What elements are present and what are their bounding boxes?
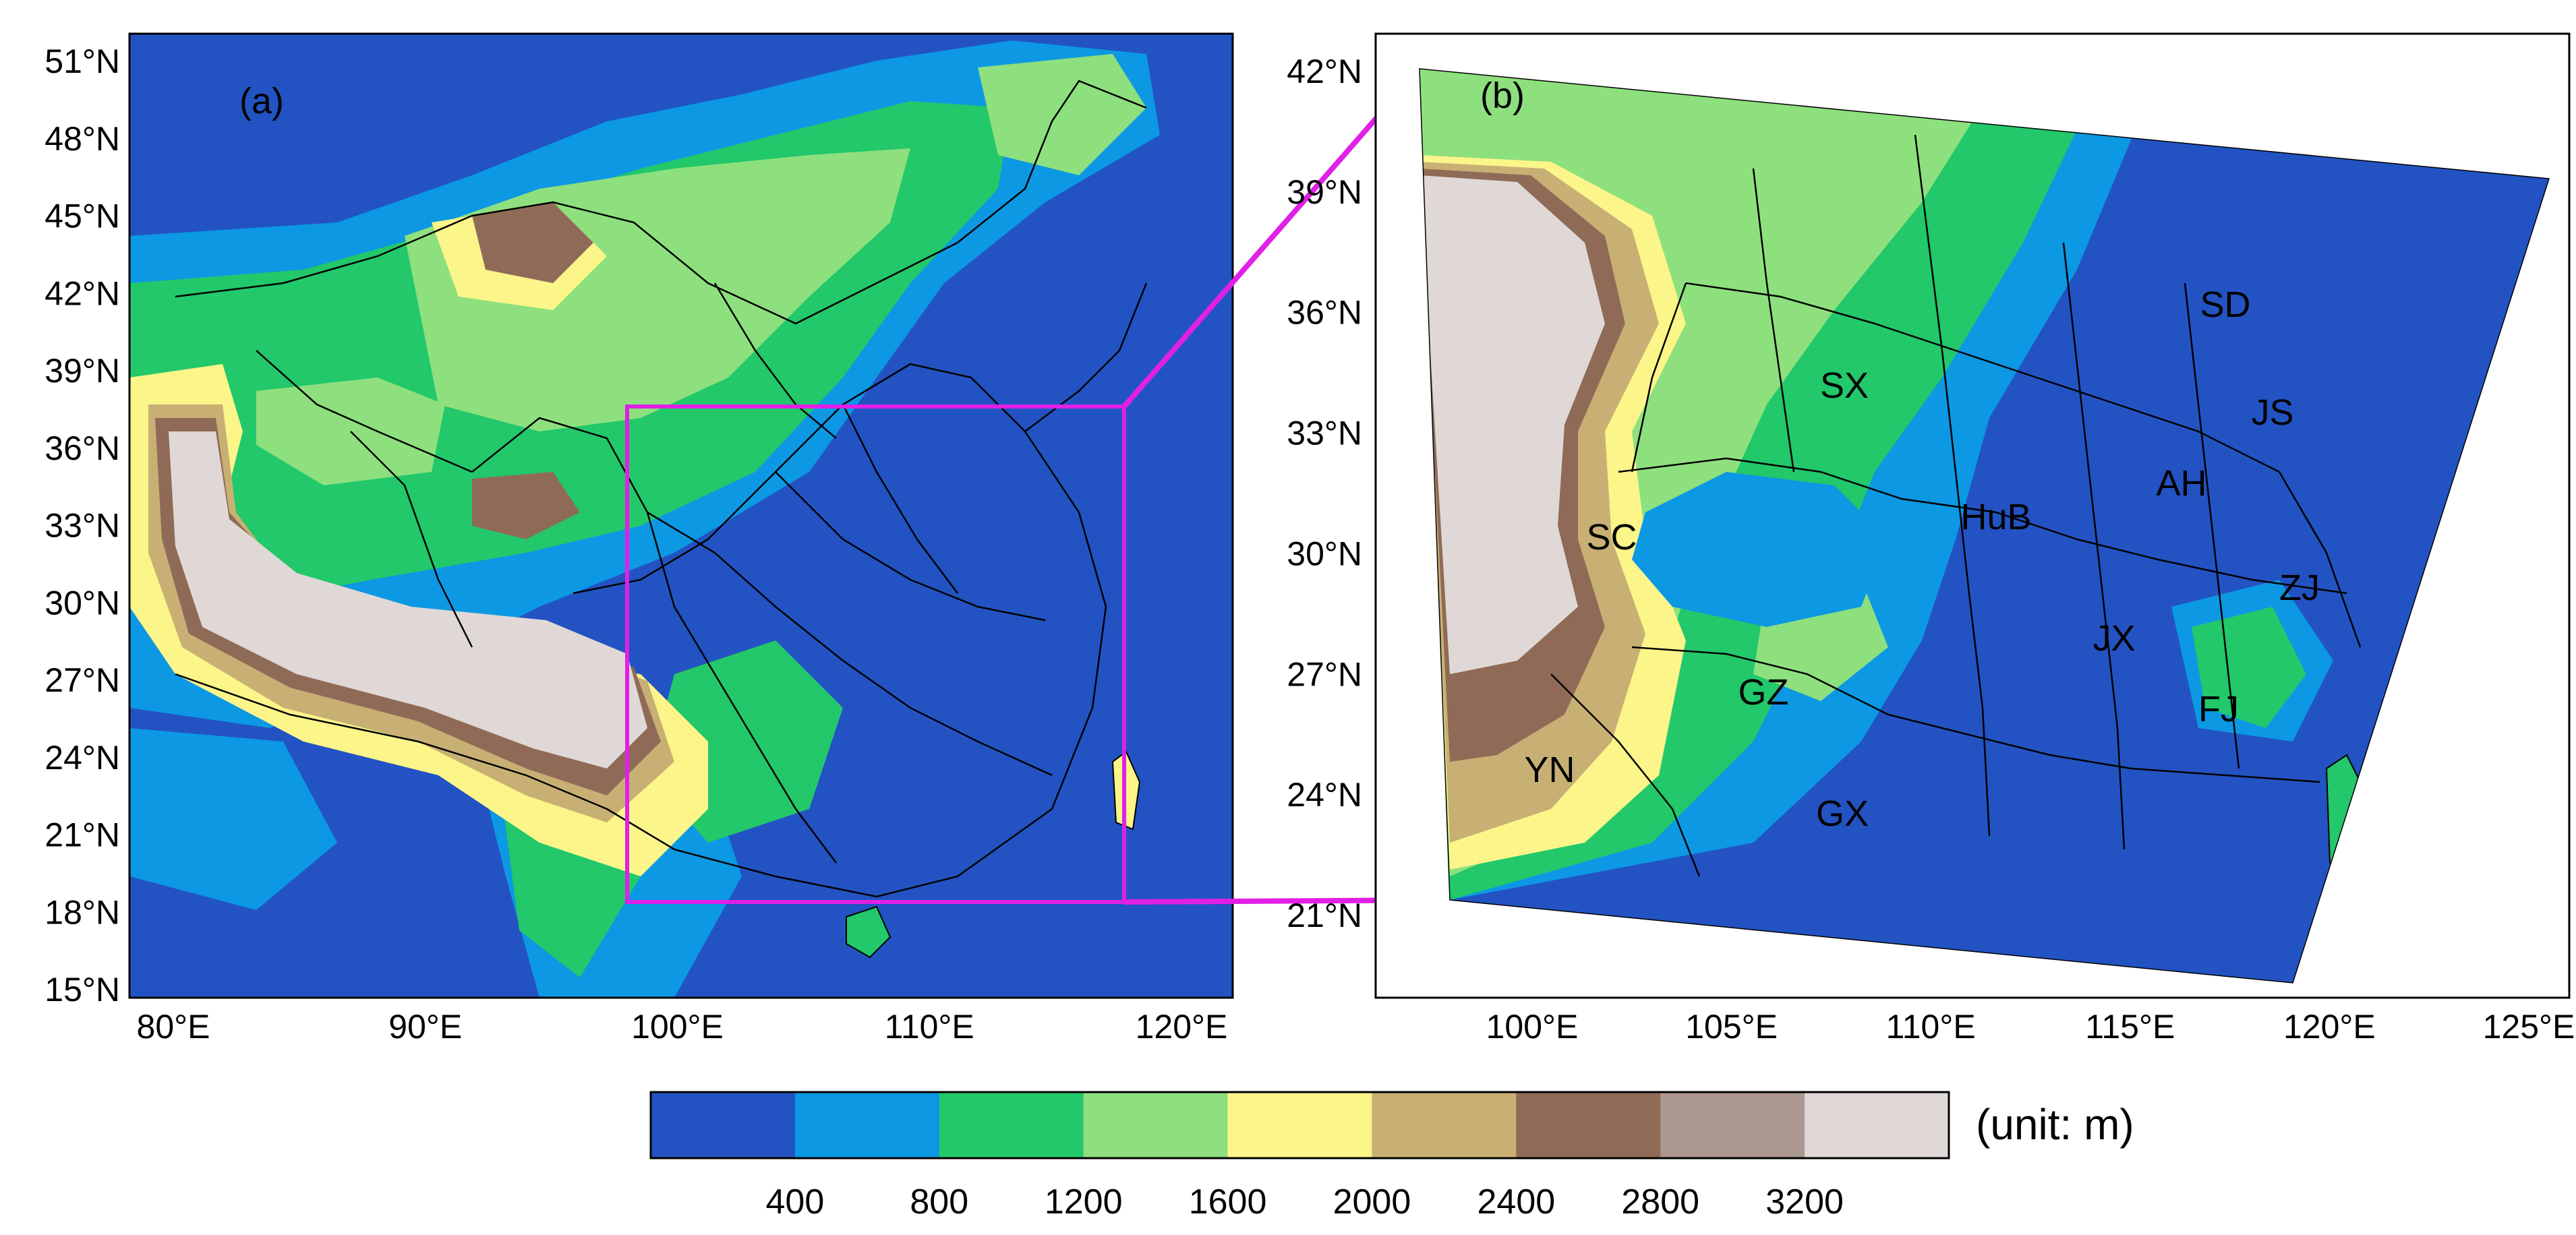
lat-tick-30n: 30°N — [45, 584, 120, 622]
panel-b-label: (b) — [1480, 76, 1525, 116]
panel-a-label: (a) — [239, 81, 284, 121]
lat-tick-15n: 15°N — [45, 971, 120, 1008]
panel-b-tibetan-plateau — [1419, 175, 1605, 674]
lat-tick-b-36n: 36°N — [1287, 294, 1362, 332]
colorbar-swatch-9 — [1805, 1092, 1950, 1158]
panel-b-lon-axis: 100°E 105°E 110°E 115°E 120°E 125°E — [1486, 1008, 2575, 1046]
lon-tick-b-110e: 110°E — [1886, 1008, 1976, 1046]
province-label-gz: GZ — [1738, 672, 1789, 713]
panel-b-domain-outline — [1419, 68, 2550, 984]
lon-tick-100e: 100°E — [631, 1008, 724, 1046]
colorbar-swatch-5 — [1227, 1092, 1372, 1158]
lon-tick-80e: 80°E — [137, 1008, 210, 1046]
panel-b-frame — [1374, 32, 2571, 999]
panel-a-hainan — [846, 905, 891, 959]
lat-tick-b-30n: 30°N — [1287, 535, 1362, 572]
colorbar-tick-3200: 3200 — [1765, 1182, 1844, 1222]
province-label-hub: HuB — [1960, 497, 2031, 537]
colorbar-tick-2400: 2400 — [1477, 1182, 1555, 1222]
lon-tick-b-100e: 100°E — [1486, 1008, 1579, 1046]
province-label-yn: YN — [1524, 750, 1575, 790]
lat-tick-b-21n: 21°N — [1287, 897, 1362, 934]
province-label-sc: SC — [1586, 517, 1637, 558]
lat-tick-b-42n: 42°N — [1287, 53, 1362, 90]
lon-tick-b-125e: 125°E — [2483, 1008, 2575, 1046]
colorbar-tick-1200: 1200 — [1045, 1182, 1123, 1222]
province-label-js: JS — [2251, 392, 2293, 433]
panel-a-frame — [128, 32, 1234, 999]
lat-tick-21n: 21°N — [45, 816, 120, 854]
colorbar-swatch-4 — [1083, 1092, 1229, 1158]
colorbar-swatches — [651, 1092, 1950, 1158]
province-label-sx: SX — [1820, 365, 1869, 406]
lat-tick-24n: 24°N — [45, 739, 120, 777]
colorbar-tick-800: 800 — [910, 1182, 968, 1222]
panel-b-boundaries — [1550, 134, 2362, 877]
panel-b-sichuan-basin — [1632, 472, 1888, 627]
panel-b-province-labels: SD SX JS AH HuB SC ZJ JX GZ FJ YN GX — [1524, 284, 2320, 834]
panel-a-map: (a) 51°N 48°N 45°N 42°N 39°N 36°N 33°N 30°N 27°N… — [45, 32, 1234, 1046]
panel-a-lat-axis: 51°N 48°N 45°N 42°N 39°N 36°N 33°N 30°N 27°N 24°N… — [45, 42, 120, 1008]
panel-a-lon-axis: 80°E 90°E 100°E 110°E 120°E — [137, 1008, 1228, 1046]
panel-a-domain-box — [625, 404, 1126, 904]
lat-tick-b-39n: 39°N — [1287, 173, 1362, 211]
colorbar-tick-1600: 1600 — [1189, 1182, 1267, 1222]
colorbar-swatch-8 — [1660, 1092, 1805, 1158]
lat-tick-33n: 33°N — [45, 507, 120, 545]
colorbar-swatch-1 — [651, 1092, 796, 1158]
province-label-zj: ZJ — [2279, 568, 2320, 608]
lat-tick-51n: 51°N — [45, 42, 120, 80]
colorbar-swatch-6 — [1372, 1092, 1517, 1158]
lat-tick-42n: 42°N — [45, 274, 120, 312]
colorbar: 400 800 1200 1600 2000 2400 2800 3200 (unit: m) — [649, 1091, 2134, 1222]
lon-tick-120e: 120°E — [1136, 1008, 1228, 1046]
lat-tick-b-33n: 33°N — [1287, 415, 1362, 452]
lon-tick-b-105e: 105°E — [1685, 1008, 1778, 1046]
lat-tick-27n: 27°N — [45, 661, 120, 699]
lat-tick-b-24n: 24°N — [1287, 776, 1362, 814]
colorbar-tick-2000: 2000 — [1333, 1182, 1411, 1222]
lat-tick-b-27n: 27°N — [1287, 655, 1362, 693]
panel-b-lat-axis: 42°N 39°N 36°N 33°N 30°N 27°N 24°N 21°N — [1287, 53, 1362, 934]
lon-tick-90e: 90°E — [388, 1008, 462, 1046]
panel-a-tibetan-plateau — [155, 202, 661, 795]
panel-a-boundaries — [175, 80, 1148, 898]
lat-tick-48n: 48°N — [45, 120, 120, 158]
lat-tick-36n: 36°N — [45, 429, 120, 467]
colorbar-frame — [649, 1091, 1950, 1159]
province-label-sd: SD — [2200, 284, 2250, 325]
province-label-gx: GX — [1816, 793, 1869, 834]
province-label-ah: AH — [2156, 463, 2206, 504]
province-label-jx: JX — [2092, 618, 2135, 659]
colorbar-tick-400: 400 — [766, 1182, 825, 1222]
lon-tick-110e: 110°E — [885, 1008, 974, 1046]
panel-b-map: (b) SD SX JS AH HuB SC ZJ JX GZ FJ YN GX 42°N 39°N 36… — [1287, 32, 2575, 1046]
colorbar-swatch-3 — [939, 1092, 1084, 1158]
colorbar-tick-labels: 400 800 1200 1600 2000 2400 2800 3200 — [766, 1182, 1844, 1222]
lat-tick-45n: 45°N — [45, 198, 120, 235]
colorbar-tick-2800: 2800 — [1621, 1182, 1699, 1222]
lat-tick-39n: 39°N — [45, 352, 120, 390]
colorbar-swatch-7 — [1516, 1092, 1661, 1158]
colorbar-unit-label: (unit: m) — [1976, 1100, 2134, 1149]
lon-tick-b-115e: 115°E — [2085, 1008, 2175, 1046]
province-label-fj: FJ — [2198, 689, 2239, 729]
lat-tick-18n: 18°N — [45, 893, 120, 931]
colorbar-swatch-2 — [794, 1092, 940, 1158]
lon-tick-b-120e: 120°E — [2283, 1008, 2376, 1046]
